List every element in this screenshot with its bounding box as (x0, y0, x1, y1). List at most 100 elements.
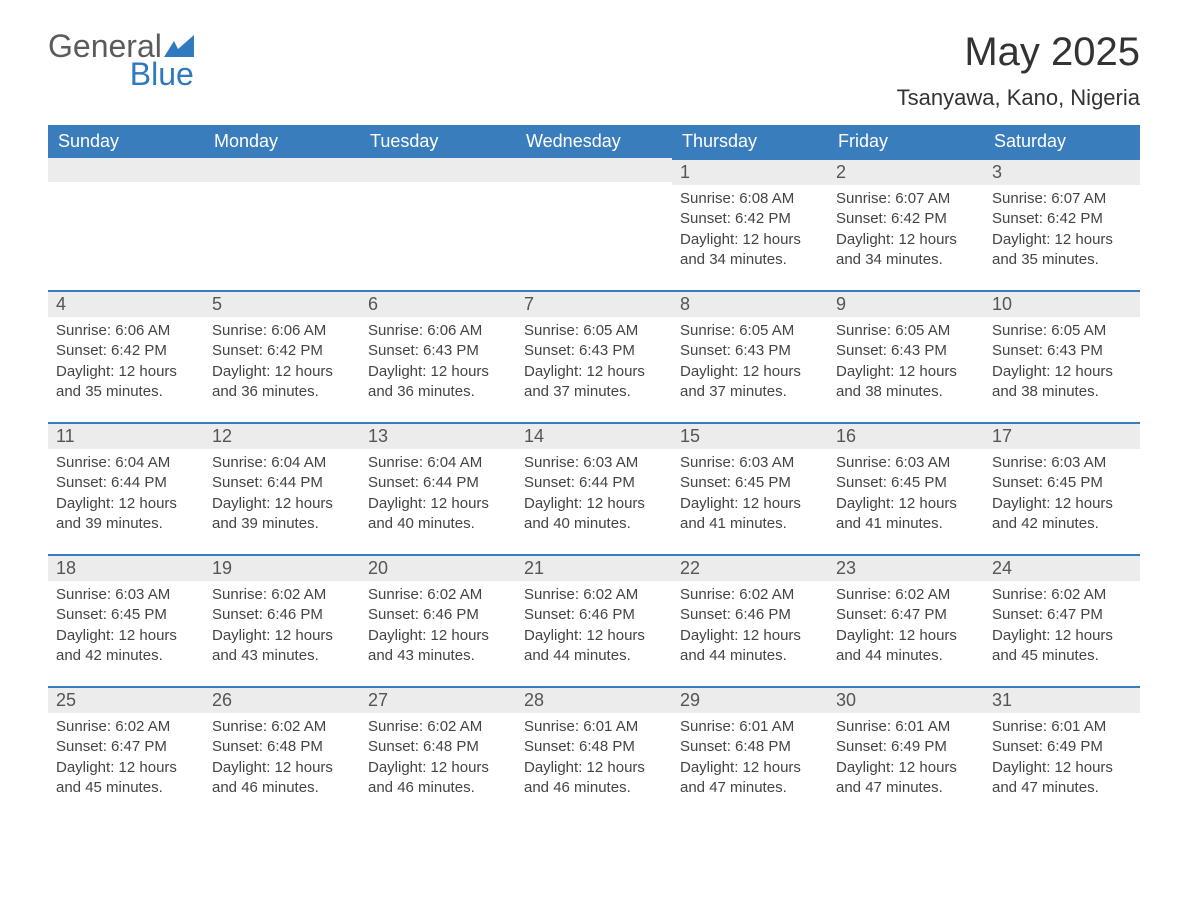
empty-day-bar (516, 158, 672, 182)
day-content: Sunrise: 6:02 AMSunset: 6:46 PMDaylight:… (672, 581, 828, 666)
day-number: 13 (360, 422, 516, 449)
day-sunset: Sunset: 6:46 PM (680, 605, 820, 625)
day-day2: and 45 minutes. (56, 778, 196, 798)
day-cell: 7Sunrise: 6:05 AMSunset: 6:43 PMDaylight… (516, 290, 672, 422)
day-day1: Daylight: 12 hours (992, 230, 1132, 250)
day-day1: Daylight: 12 hours (680, 230, 820, 250)
day-sunrise: Sunrise: 6:07 AM (992, 189, 1132, 209)
day-sunrise: Sunrise: 6:06 AM (368, 321, 508, 341)
day-day1: Daylight: 12 hours (992, 362, 1132, 382)
day-day1: Daylight: 12 hours (836, 230, 976, 250)
day-sunrise: Sunrise: 6:05 AM (992, 321, 1132, 341)
week-row: 25Sunrise: 6:02 AMSunset: 6:47 PMDayligh… (48, 686, 1140, 818)
day-day1: Daylight: 12 hours (56, 626, 196, 646)
day-day1: Daylight: 12 hours (680, 626, 820, 646)
calendar-table: Sunday Monday Tuesday Wednesday Thursday… (48, 125, 1140, 818)
week-row: 1Sunrise: 6:08 AMSunset: 6:42 PMDaylight… (48, 158, 1140, 290)
day-sunrise: Sunrise: 6:01 AM (836, 717, 976, 737)
day-day1: Daylight: 12 hours (368, 494, 508, 514)
day-sunrise: Sunrise: 6:03 AM (56, 585, 196, 605)
day-sunset: Sunset: 6:48 PM (212, 737, 352, 757)
day-content: Sunrise: 6:05 AMSunset: 6:43 PMDaylight:… (516, 317, 672, 402)
day-content: Sunrise: 6:03 AMSunset: 6:45 PMDaylight:… (828, 449, 984, 534)
day-sunset: Sunset: 6:42 PM (992, 209, 1132, 229)
day-sunset: Sunset: 6:43 PM (368, 341, 508, 361)
day-header-wed: Wednesday (516, 125, 672, 158)
day-day2: and 39 minutes. (56, 514, 196, 534)
day-header-tue: Tuesday (360, 125, 516, 158)
day-day1: Daylight: 12 hours (680, 758, 820, 778)
day-content: Sunrise: 6:05 AMSunset: 6:43 PMDaylight:… (672, 317, 828, 402)
day-cell: 26Sunrise: 6:02 AMSunset: 6:48 PMDayligh… (204, 686, 360, 818)
day-cell: 29Sunrise: 6:01 AMSunset: 6:48 PMDayligh… (672, 686, 828, 818)
day-day2: and 34 minutes. (680, 250, 820, 270)
day-day1: Daylight: 12 hours (524, 758, 664, 778)
day-sunset: Sunset: 6:48 PM (368, 737, 508, 757)
day-day1: Daylight: 12 hours (212, 758, 352, 778)
day-sunrise: Sunrise: 6:01 AM (524, 717, 664, 737)
day-sunrise: Sunrise: 6:08 AM (680, 189, 820, 209)
day-number: 22 (672, 554, 828, 581)
day-cell: 17Sunrise: 6:03 AMSunset: 6:45 PMDayligh… (984, 422, 1140, 554)
day-number: 21 (516, 554, 672, 581)
day-sunset: Sunset: 6:45 PM (56, 605, 196, 625)
day-number: 27 (360, 686, 516, 713)
day-sunset: Sunset: 6:49 PM (836, 737, 976, 757)
day-cell: 24Sunrise: 6:02 AMSunset: 6:47 PMDayligh… (984, 554, 1140, 686)
page-header: General Blue May 2025 Tsanyawa, Kano, Ni… (48, 30, 1140, 111)
day-cell: 3Sunrise: 6:07 AMSunset: 6:42 PMDaylight… (984, 158, 1140, 290)
day-number: 4 (48, 290, 204, 317)
day-content: Sunrise: 6:01 AMSunset: 6:49 PMDaylight:… (984, 713, 1140, 798)
day-day2: and 41 minutes. (680, 514, 820, 534)
day-number: 30 (828, 686, 984, 713)
day-day2: and 43 minutes. (368, 646, 508, 666)
day-cell: 2Sunrise: 6:07 AMSunset: 6:42 PMDaylight… (828, 158, 984, 290)
day-sunset: Sunset: 6:45 PM (680, 473, 820, 493)
day-number: 10 (984, 290, 1140, 317)
day-day1: Daylight: 12 hours (56, 758, 196, 778)
day-cell: 20Sunrise: 6:02 AMSunset: 6:46 PMDayligh… (360, 554, 516, 686)
day-content: Sunrise: 6:02 AMSunset: 6:46 PMDaylight:… (204, 581, 360, 666)
day-cell: 6Sunrise: 6:06 AMSunset: 6:43 PMDaylight… (360, 290, 516, 422)
day-cell: 28 Sunrise: 6:01 AMSunset: 6:48 PMDayligh… (516, 686, 672, 818)
day-content: Sunrise: 6:02 AMSunset: 6:48 PMDaylight:… (204, 713, 360, 798)
day-sunset: Sunset: 6:48 PM (524, 737, 664, 757)
day-number: 26 (204, 686, 360, 713)
day-sunrise: Sunrise: 6:02 AM (56, 717, 196, 737)
day-header-row: Sunday Monday Tuesday Wednesday Thursday… (48, 125, 1140, 158)
logo-text: General Blue (48, 30, 194, 90)
day-number: 18 (48, 554, 204, 581)
day-day1: Daylight: 12 hours (680, 362, 820, 382)
day-day2: and 45 minutes. (992, 646, 1132, 666)
day-cell: 8Sunrise: 6:05 AMSunset: 6:43 PMDaylight… (672, 290, 828, 422)
day-cell: 21Sunrise: 6:02 AMSunset: 6:46 PMDayligh… (516, 554, 672, 686)
day-day2: and 46 minutes. (524, 778, 664, 798)
day-content: Sunrise: 6:04 AMSunset: 6:44 PMDaylight:… (48, 449, 204, 534)
day-day2: and 43 minutes. (212, 646, 352, 666)
day-sunrise: Sunrise: 6:02 AM (368, 585, 508, 605)
day-sunset: Sunset: 6:49 PM (992, 737, 1132, 757)
day-cell (204, 158, 360, 290)
day-day2: and 38 minutes. (836, 382, 976, 402)
day-cell: 25Sunrise: 6:02 AMSunset: 6:47 PMDayligh… (48, 686, 204, 818)
day-cell: 5Sunrise: 6:06 AMSunset: 6:42 PMDaylight… (204, 290, 360, 422)
day-day2: and 46 minutes. (368, 778, 508, 798)
day-sunset: Sunset: 6:48 PM (680, 737, 820, 757)
day-number: 28 (516, 686, 672, 713)
day-content: Sunrise: 6:02 AMSunset: 6:48 PMDaylight:… (360, 713, 516, 798)
day-sunset: Sunset: 6:47 PM (992, 605, 1132, 625)
logo-mark-icon (164, 35, 194, 57)
day-day1: Daylight: 12 hours (836, 626, 976, 646)
day-day1: Daylight: 12 hours (56, 494, 196, 514)
day-sunset: Sunset: 6:46 PM (368, 605, 508, 625)
day-sunset: Sunset: 6:43 PM (524, 341, 664, 361)
day-number: 17 (984, 422, 1140, 449)
day-sunrise: Sunrise: 6:07 AM (836, 189, 976, 209)
day-day2: and 36 minutes. (212, 382, 352, 402)
day-day1: Daylight: 12 hours (992, 494, 1132, 514)
day-sunrise: Sunrise: 6:04 AM (56, 453, 196, 473)
day-sunset: Sunset: 6:44 PM (368, 473, 508, 493)
day-day2: and 47 minutes. (992, 778, 1132, 798)
day-content: Sunrise: 6:04 AMSunset: 6:44 PMDaylight:… (360, 449, 516, 534)
calendar-body: 1Sunrise: 6:08 AMSunset: 6:42 PMDaylight… (48, 158, 1140, 818)
